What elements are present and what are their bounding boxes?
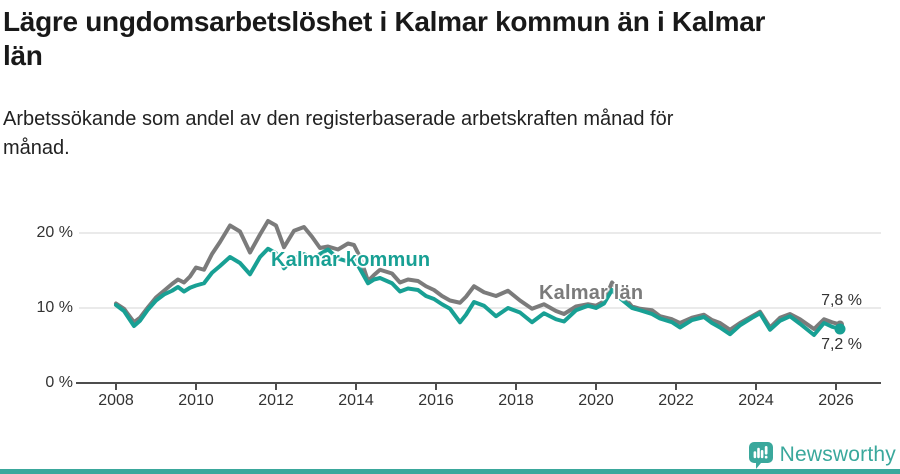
x-tick-label: 2012: [258, 392, 294, 409]
x-tick-label: 2024: [738, 392, 774, 409]
chart-title: Lägre ungdomsarbetslöshet i Kalmar kommu…: [3, 5, 897, 73]
newsworthy-bubble-chart-icon: [748, 441, 773, 469]
end-value-label-kommun: 7,2 %: [821, 336, 862, 353]
newsworthy-logo: Newsworthy: [748, 440, 896, 470]
series-line-kalmar-kommun: [114, 246, 842, 337]
chart-subtitle-line-1: Arbetssökande som andel av den registerb…: [3, 108, 674, 130]
series-label-kalmar-lan: Kalmar län: [539, 282, 644, 304]
x-tick-label: 2020: [578, 392, 614, 409]
chart-title-line-1: Lägre ungdomsarbetslöshet i Kalmar kommu…: [3, 6, 766, 37]
x-tick-label: 2016: [418, 392, 454, 409]
newsworthy-wordmark: Newsworthy: [779, 443, 896, 466]
x-tick-label: 2026: [818, 392, 854, 409]
y-tick-label: 20 %: [36, 224, 73, 241]
y-tick-label: 0 %: [45, 374, 73, 391]
x-tick-label: 2014: [338, 392, 374, 409]
series-line-kalmar-lan: [114, 219, 842, 332]
chart-title-line-2: län: [3, 40, 43, 71]
y-tick-label: 10 %: [36, 299, 73, 316]
end-value-label-lan: 7,8 %: [821, 292, 862, 309]
brand-bottom-bar: [0, 469, 900, 474]
chart-subtitle-line-2: månad.: [3, 137, 70, 159]
x-tick-label: 2008: [98, 392, 134, 409]
x-tick-label: 2018: [498, 392, 534, 409]
chart-subtitle: Arbetssökande som andel av den registerb…: [3, 105, 897, 163]
x-tick-label: 2022: [658, 392, 694, 409]
end-dot-kalmar-kommun: [834, 323, 846, 335]
series-label-kalmar-kommun: Kalmar kommun: [271, 249, 431, 271]
x-tick-label: 2010: [178, 392, 214, 409]
